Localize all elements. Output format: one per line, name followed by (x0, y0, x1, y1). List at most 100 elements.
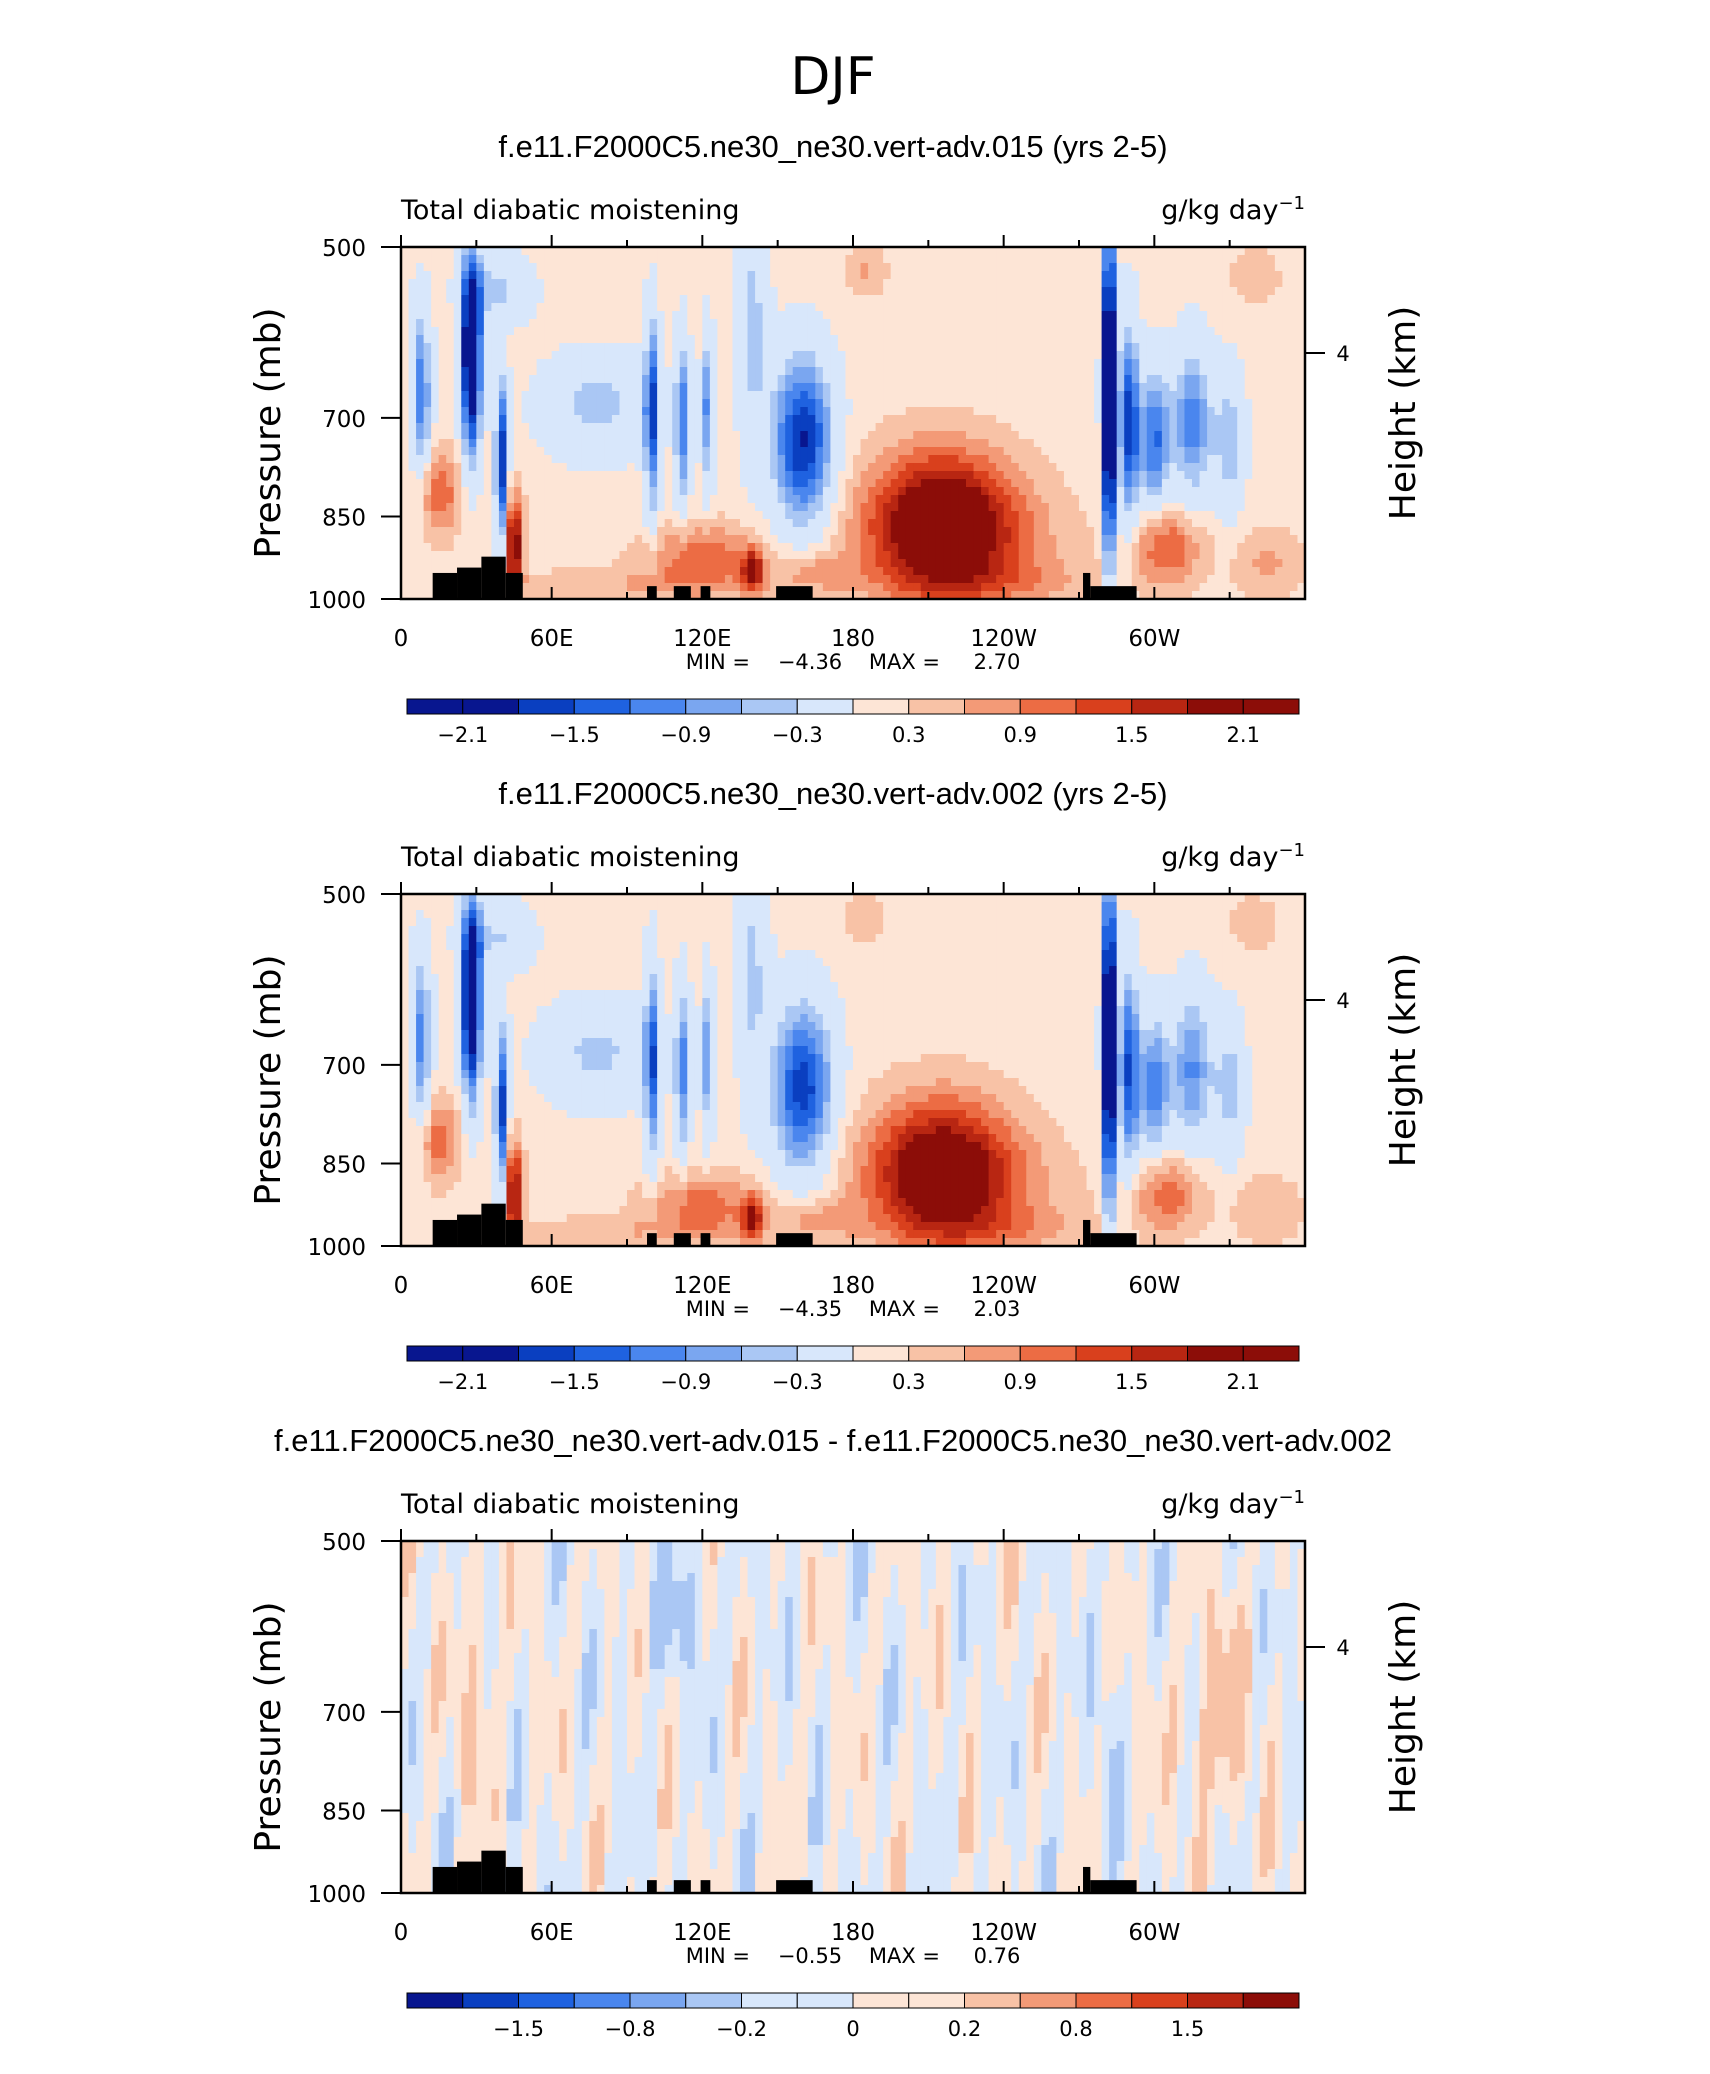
field-cell (604, 351, 613, 360)
field-cell (883, 375, 892, 384)
field-cell (446, 543, 455, 552)
field-cell (506, 447, 515, 456)
field-cell (966, 383, 975, 392)
field-cell (1169, 327, 1178, 336)
field-cell (1041, 383, 1050, 392)
field-cell (453, 383, 462, 392)
field-cell (1033, 303, 1042, 312)
field-cell (1161, 487, 1170, 496)
field-cell (845, 503, 854, 512)
field-cell (1214, 487, 1223, 496)
field-cell (1003, 567, 1012, 576)
field-cell (868, 535, 877, 544)
field-cell (996, 391, 1005, 400)
field-cell (694, 559, 703, 568)
field-cell (1079, 463, 1088, 472)
field-cell (544, 551, 553, 560)
field-cell (1056, 455, 1065, 464)
field-cell (1176, 295, 1186, 304)
field-cell (1229, 383, 1238, 392)
field-cell (634, 567, 643, 576)
field-cell (755, 383, 764, 392)
field-cell (1222, 543, 1231, 552)
field-cell (1214, 255, 1223, 264)
field-cell (611, 255, 621, 264)
field-cell (770, 335, 779, 344)
field-cell (792, 543, 801, 552)
field-cell (883, 295, 892, 304)
field-cell (521, 247, 530, 256)
field-cell (755, 359, 764, 368)
field-cell (815, 415, 824, 424)
field-cell (1192, 527, 1201, 536)
field-cell (996, 495, 1005, 504)
field-cell (966, 511, 975, 520)
field-cell (755, 279, 764, 288)
field-cell (913, 335, 922, 344)
field-cell (1161, 479, 1170, 488)
field-cell (1229, 391, 1238, 400)
field-cell (1297, 327, 1306, 336)
field-cell (423, 559, 432, 568)
field-cell (694, 375, 703, 384)
field-cell (634, 479, 643, 488)
field-cell (581, 519, 590, 528)
field-cell (529, 415, 538, 424)
field-cell (581, 399, 590, 408)
field-cell (1207, 415, 1216, 424)
field-cell (1161, 431, 1170, 440)
field-cell (679, 295, 688, 304)
field-cell (1071, 479, 1080, 488)
field-cell (1139, 311, 1148, 320)
field-cell (868, 255, 877, 264)
field-cell (935, 383, 944, 392)
field-cell (1101, 343, 1110, 352)
field-cell (619, 511, 628, 520)
field-cell (920, 351, 929, 360)
field-cell (800, 351, 809, 360)
field-cell (416, 375, 425, 384)
field-cell (514, 423, 523, 432)
field-cell (1018, 487, 1027, 496)
field-cell (514, 255, 523, 264)
field-cell (1192, 351, 1201, 360)
field-cell (1244, 503, 1253, 512)
field-cell (950, 551, 960, 560)
field-cell (928, 351, 937, 360)
field-cell (950, 471, 960, 480)
field-cell (551, 263, 560, 272)
field-cell (483, 455, 492, 464)
field-cell (920, 279, 929, 288)
field-cell (431, 383, 440, 392)
field-cell (913, 327, 922, 336)
field-cell (1259, 271, 1268, 280)
field-cell (423, 311, 432, 320)
field-cell (1139, 511, 1148, 520)
field-cell (1237, 391, 1246, 400)
field-cell (1214, 319, 1223, 328)
field-cell (1244, 311, 1253, 320)
field-cell (1252, 535, 1261, 544)
field-cell (589, 447, 598, 456)
field-cell (1252, 471, 1261, 480)
field-cell (747, 407, 756, 416)
field-cell (401, 287, 410, 296)
field-cell (1229, 431, 1238, 440)
field-cell (483, 319, 492, 328)
field-cell (416, 327, 425, 336)
field-cell (634, 527, 643, 536)
field-cell (491, 263, 500, 272)
field-cell (1259, 423, 1268, 432)
field-cell (875, 455, 884, 464)
field-cell (928, 463, 937, 472)
field-cell (740, 367, 749, 376)
field-cell (1199, 367, 1208, 376)
field-cell (1071, 255, 1080, 264)
field-cell (928, 311, 937, 320)
field-cell (905, 551, 914, 560)
field-cell (453, 375, 462, 384)
field-cell (657, 263, 666, 272)
field-cell (1018, 303, 1027, 312)
field-cell (815, 375, 824, 384)
field-cell (935, 455, 944, 464)
